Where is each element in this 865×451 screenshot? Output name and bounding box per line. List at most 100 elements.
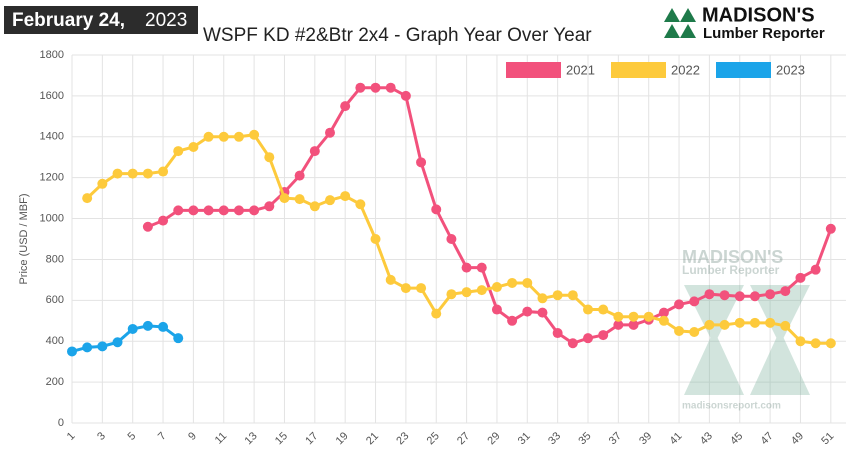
point: [203, 131, 214, 142]
x-tick-label: 19: [334, 430, 351, 446]
point: [507, 315, 518, 326]
point: [749, 291, 760, 302]
x-tick-label: 17: [303, 430, 320, 446]
point: [233, 131, 244, 142]
point: [264, 152, 275, 163]
logo-icon: [664, 24, 680, 38]
logo-icon: [680, 24, 696, 38]
x-tick-label: 5: [125, 430, 138, 443]
y-tick-label: 0: [58, 417, 64, 429]
legend-label: 2023: [776, 62, 805, 77]
watermark-url: madisonsreport.com: [682, 401, 781, 412]
x-tick-label: 7: [156, 430, 169, 443]
x-tick-label: 37: [607, 430, 624, 446]
x-tick-label: 35: [576, 430, 593, 446]
point: [734, 317, 745, 328]
point: [689, 327, 700, 338]
point: [340, 191, 351, 202]
point: [249, 129, 260, 140]
point: [537, 293, 548, 304]
watermark-icon: [750, 330, 810, 395]
point: [446, 289, 457, 300]
x-tick-label: 43: [698, 430, 715, 446]
point: [67, 346, 77, 357]
point: [825, 338, 836, 349]
point: [112, 168, 123, 179]
point: [400, 90, 411, 101]
point: [173, 333, 184, 344]
watermark-icon: [750, 285, 810, 345]
x-tick-label: 31: [516, 430, 533, 446]
y-tick-label: 200: [46, 376, 64, 388]
point: [765, 317, 776, 328]
point: [704, 319, 715, 330]
point: [476, 285, 487, 296]
x-tick-label: 29: [485, 430, 502, 446]
point: [142, 221, 153, 232]
point: [97, 341, 108, 352]
point: [416, 283, 427, 294]
point: [218, 205, 229, 216]
logo-icon: [664, 8, 680, 22]
x-tick-label: 49: [789, 430, 806, 446]
y-tick-label: 1200: [40, 172, 64, 184]
point: [294, 194, 305, 205]
point: [461, 262, 472, 273]
x-tick-label: 39: [637, 430, 654, 446]
point: [765, 289, 776, 300]
point: [158, 321, 169, 332]
point: [173, 146, 184, 157]
point: [583, 304, 593, 315]
date-box: [4, 6, 198, 34]
x-tick-label: 13: [243, 430, 260, 446]
point: [567, 290, 578, 301]
x-tick-label: 23: [394, 430, 411, 446]
x-tick-label: 9: [186, 430, 199, 443]
point: [810, 338, 821, 349]
point: [613, 319, 624, 330]
point: [780, 320, 791, 331]
point: [249, 205, 260, 216]
y-tick-label: 400: [46, 335, 64, 347]
point: [431, 204, 442, 215]
point: [689, 296, 700, 307]
point: [507, 277, 518, 288]
point: [325, 195, 335, 206]
point: [158, 215, 169, 226]
year: 2023: [145, 10, 187, 31]
point: [825, 223, 836, 234]
x-tick-label: 11: [213, 430, 230, 446]
x-tick-label: 3: [95, 430, 108, 443]
y-tick-label: 1600: [40, 90, 64, 102]
point: [264, 201, 275, 212]
x-tick-label: 27: [455, 430, 472, 446]
chart-title: WSPF KD #2&Btr 2x4 - Graph Year Over Yea…: [203, 25, 592, 46]
point: [385, 82, 396, 93]
y-tick-label: 1800: [40, 49, 64, 61]
logo-name: MADISON'S: [702, 4, 815, 26]
point: [674, 299, 685, 310]
point: [446, 234, 457, 244]
x-tick-label: 25: [425, 430, 442, 446]
logo-icon: [680, 8, 696, 22]
point: [112, 337, 123, 348]
point: [583, 333, 593, 344]
point: [340, 101, 351, 112]
x-tick-label: 33: [546, 430, 563, 446]
point: [279, 193, 290, 204]
point: [355, 82, 366, 93]
y-tick-label: 1400: [40, 131, 64, 143]
point: [613, 311, 624, 322]
x-tick-label: 1: [65, 430, 78, 443]
point: [537, 307, 548, 318]
legend-swatch: [611, 62, 666, 78]
point: [203, 205, 214, 216]
point: [82, 193, 93, 204]
point: [127, 168, 138, 179]
point: [598, 330, 609, 341]
point: [795, 272, 806, 283]
point: [233, 205, 244, 216]
point: [461, 287, 472, 298]
point: [142, 168, 153, 179]
point: [552, 290, 563, 301]
